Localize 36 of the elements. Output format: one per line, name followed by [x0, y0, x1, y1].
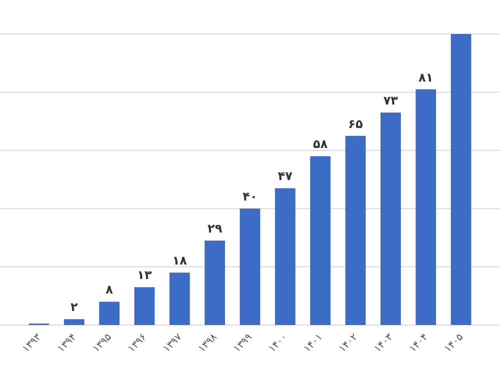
data-label: ۱۳	[137, 268, 152, 282]
x-tick-label: ۱۳۹۵	[90, 332, 114, 355]
data-label: ۷۳	[383, 94, 399, 108]
bar	[416, 89, 436, 325]
bar	[450, 34, 472, 325]
bar	[380, 112, 401, 325]
bar	[99, 302, 120, 325]
x-tick-label: ۱۳۹۶	[126, 332, 150, 355]
x-tick-label: ۱۴۰۰	[266, 332, 290, 355]
x-tick-label: ۱۳۹۷	[161, 331, 185, 355]
data-label: ۸۱	[418, 70, 434, 84]
x-tick-label: ۱۴۰۴	[407, 332, 430, 355]
x-tick-label: ۱۴۰۵	[442, 332, 466, 355]
data-label: ۶۵	[348, 116, 363, 131]
x-tick-label: ۱۳۹۸	[196, 331, 220, 355]
x-tick-label: ۱۳۹۹	[232, 332, 255, 355]
bar	[345, 136, 366, 325]
bar	[134, 287, 155, 325]
x-tick-label: ۱۳۹۳	[20, 331, 44, 355]
data-label: ۲۹	[208, 222, 223, 236]
data-label: ۴۷	[278, 169, 294, 184]
data-label: ۵۸	[313, 137, 328, 152]
bar	[204, 240, 226, 325]
bar	[64, 319, 84, 325]
bar	[240, 208, 260, 325]
x-tick-label: ۱۴۰۳	[372, 331, 396, 355]
bar	[169, 272, 190, 325]
data-label: ۸	[106, 282, 114, 297]
x-tick-label: ۱۴۰۱	[302, 332, 325, 355]
data-label: ۲	[70, 300, 78, 314]
x-tick-label: ۱۴۰۲	[337, 332, 360, 355]
data-label: ۱۸	[172, 254, 188, 268]
bar	[310, 156, 331, 325]
bar	[274, 188, 296, 325]
data-label: ۴۰	[242, 190, 258, 204]
x-tick-label: ۱۳۹۴	[56, 332, 79, 355]
